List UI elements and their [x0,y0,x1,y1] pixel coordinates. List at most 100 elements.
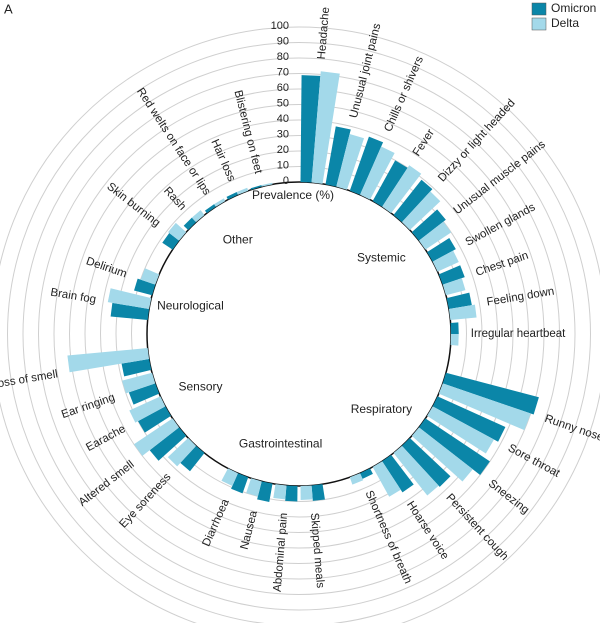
bar [122,372,156,394]
bar [204,204,216,214]
bar [261,182,273,187]
bar [285,485,298,502]
bar [438,265,465,285]
bar [411,427,473,482]
bar [107,288,152,309]
bar [140,268,160,285]
bar [300,75,321,183]
bar [311,71,340,184]
y-tick-label: 20 [277,144,289,156]
bar [427,406,495,454]
y-tick-label: 80 [277,51,289,63]
panel-label: A [4,1,13,16]
legend-swatch [531,2,547,16]
bar [450,334,459,346]
bar [214,198,226,207]
y-tick-label: 100 [271,20,289,32]
bar [183,217,197,230]
grid-ring [84,119,514,549]
bar [180,445,205,472]
bar [311,484,325,501]
bar [134,278,156,296]
bar [401,438,451,487]
bar [446,292,472,309]
bar [349,473,364,485]
bar [401,191,441,230]
bar [236,187,249,195]
bar [226,191,238,200]
bar [450,322,459,334]
bar [110,302,150,320]
bar [360,146,395,200]
grid-ring [131,166,467,502]
bar [418,418,490,475]
bar [231,473,249,494]
category-label: Irregular heartbeat [471,328,566,340]
y-tick-label: 0 [283,175,289,187]
bar [393,179,433,223]
bar [382,454,414,493]
y-tick-label: 60 [277,82,289,94]
group-label: Respiratory [351,402,412,416]
grid-ring [69,104,529,564]
y-tick-label: 40 [277,113,289,125]
bar [349,136,384,195]
bar [448,304,477,320]
y-tick-label: 10 [277,159,289,171]
bar [67,348,150,373]
group-label: Gastrointestinal [239,437,322,451]
bar [432,250,459,272]
y-tick-label: 70 [277,66,289,78]
bar [418,221,452,250]
bar [372,461,401,497]
bar [250,185,262,190]
legend-swatch [531,17,547,31]
bar [133,418,180,456]
group-label: Neurological [157,299,224,313]
bar [221,468,238,486]
y-tick-label: 30 [277,128,289,140]
bar [191,210,205,223]
grid-ring [100,135,498,533]
bar [121,359,152,377]
bar [360,468,373,479]
bar [300,485,313,500]
bar [411,209,446,241]
bar [382,165,422,214]
grid-ring [115,150,483,518]
grid-ring [38,73,560,595]
bar [442,278,466,296]
grid-ring [7,42,591,623]
bar [149,427,187,461]
bar [438,383,531,431]
bar [393,445,439,496]
bar [336,134,365,190]
category-label: Headache [316,7,332,60]
bar [442,372,539,415]
bar [427,237,456,262]
legend-label: Delta [551,16,579,30]
grid-ring [22,57,576,611]
bar [246,478,262,497]
bar [273,484,287,500]
bar [372,160,408,207]
grid-ring [53,88,545,580]
bar [257,481,273,502]
bar [138,406,171,433]
group-label: Other [223,232,253,246]
group-label: Systemic [357,250,406,264]
bar [167,438,197,467]
y-tick-label: 50 [277,97,289,109]
bar [432,396,506,442]
legend-label: Omicron [551,1,596,15]
grid-ring [0,26,600,623]
axis-label: Prevalence (%) [252,188,334,202]
bar [325,126,351,187]
bar [168,222,187,241]
y-tick-label: 90 [277,35,289,47]
bar [129,396,166,423]
group-label: Sensory [178,379,222,393]
bar [162,233,180,250]
bar [128,383,160,405]
